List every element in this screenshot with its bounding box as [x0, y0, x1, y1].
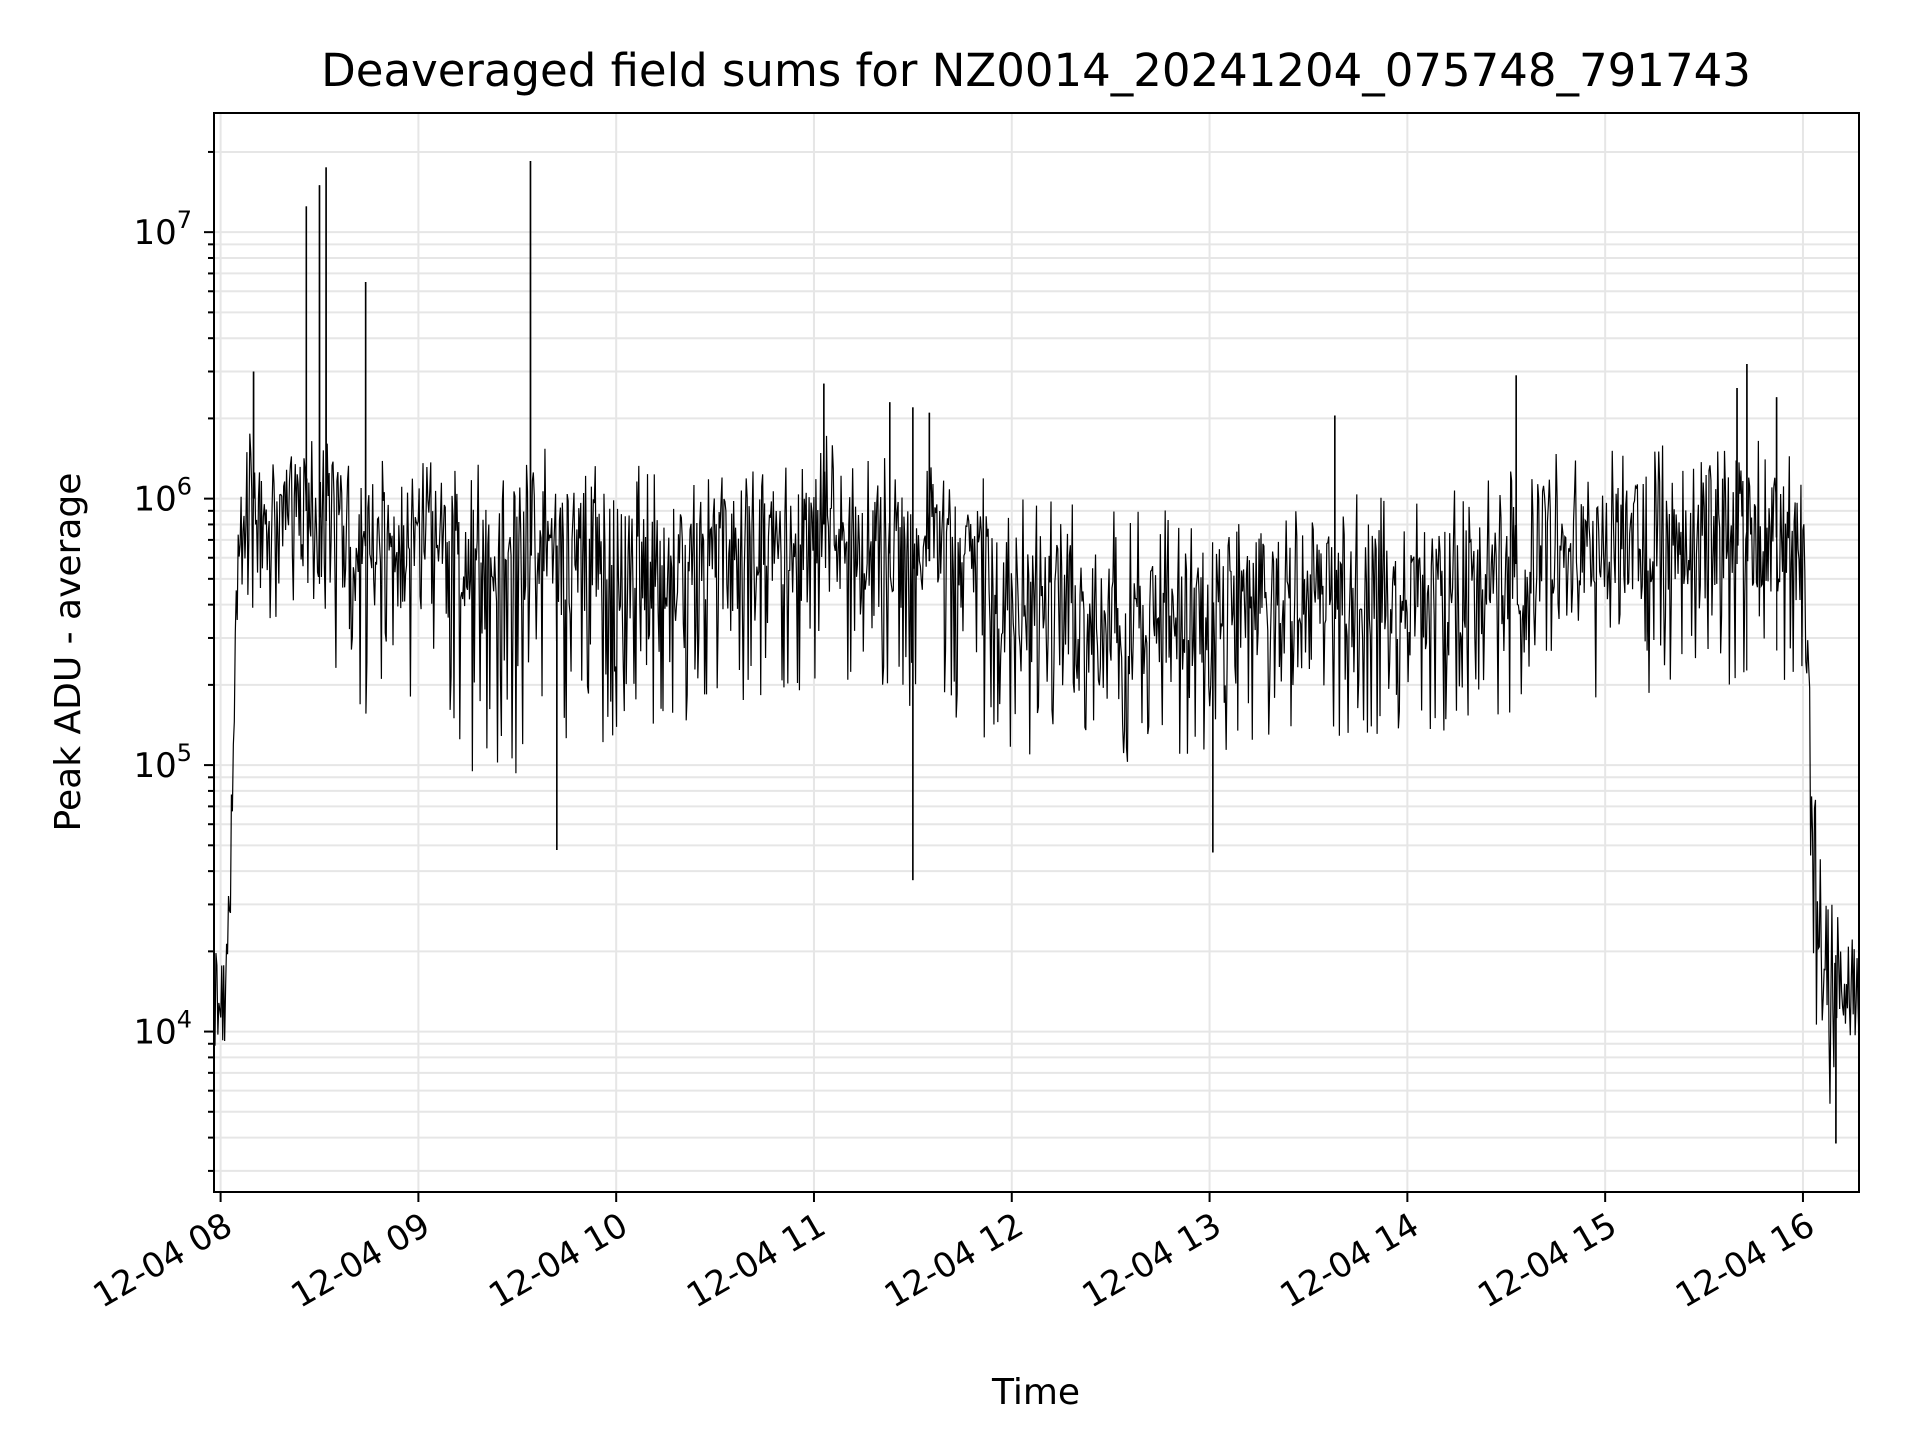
y-tick-base: 10 [133, 480, 176, 520]
y-tick-base: 10 [133, 1013, 176, 1053]
y-tick-base: 10 [133, 746, 176, 786]
y-tick-label: 105 [133, 739, 192, 786]
y-tick-base: 10 [133, 213, 176, 253]
y-tick-label: 106 [133, 473, 192, 520]
chart-title: Deaveraged field sums for NZ0014_2024120… [321, 44, 1751, 97]
y-tick-exponent: 4 [177, 1006, 192, 1034]
y-tick-label: 104 [133, 1006, 192, 1053]
y-tick-exponent: 6 [177, 473, 192, 501]
series-layer [213, 160, 1860, 1144]
plot-frame [213, 112, 1860, 1193]
y-axis-label: Peak ADU - average [48, 473, 89, 832]
y-tick-exponent: 5 [177, 739, 192, 767]
x-axis-label: Time [991, 1372, 1080, 1413]
y-tick-exponent: 7 [177, 206, 192, 234]
series-line [213, 160, 1860, 1144]
y-tick-label: 107 [133, 206, 192, 253]
